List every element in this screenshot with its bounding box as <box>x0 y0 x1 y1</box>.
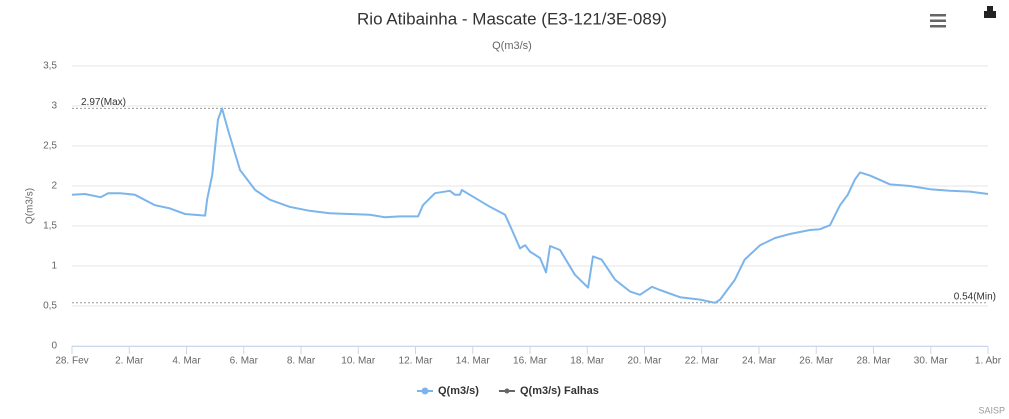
menu-bar <box>930 25 946 28</box>
legend-label: Q(m3/s) Falhas <box>520 385 599 397</box>
x-tick-label: 20. Mar <box>628 356 663 367</box>
x-tick-label: 26. Mar <box>799 356 834 367</box>
y-tick-label: 1,5 <box>43 221 57 232</box>
y-tick-label: 2,5 <box>43 141 57 152</box>
chart-subtitle: Q(m3/s) <box>492 40 532 52</box>
y-tick-label: 0 <box>51 341 57 352</box>
x-tick-label: 28. Mar <box>857 356 892 367</box>
menu-bar <box>930 19 946 22</box>
x-tick-label: 4. Mar <box>172 356 201 367</box>
x-tick-label: 2. Mar <box>115 356 144 367</box>
chart-title: Rio Atibainha - Mascate (E3-121/3E-089) <box>357 9 667 28</box>
y-tick-label: 0,5 <box>43 301 57 312</box>
menu-button[interactable] <box>930 14 946 28</box>
legend-item[interactable]: Q(m3/s) Falhas <box>498 385 599 397</box>
y-tick-label: 2 <box>51 181 57 192</box>
series-line <box>71 107 989 304</box>
y-tick-label: 3 <box>51 101 57 112</box>
x-tick-label: 1. Abr <box>975 356 1002 367</box>
legend-marker <box>504 388 510 394</box>
x-tick-label: 22. Mar <box>685 356 720 367</box>
plot-line-label: 0.54(Min) <box>954 291 996 302</box>
x-tick-label: 28. Fev <box>55 356 88 367</box>
print-icon <box>984 11 996 18</box>
y-tick-label: 1 <box>51 261 57 272</box>
x-tick-label: 30. Mar <box>914 356 949 367</box>
legend-label: Q(m3/s) <box>438 385 479 397</box>
credits: SAISP <box>978 405 1005 415</box>
x-tick-label: 12. Mar <box>399 356 434 367</box>
x-tick-label: 10. Mar <box>341 356 376 367</box>
x-tick-label: 24. Mar <box>742 356 777 367</box>
print-icon <box>987 6 993 11</box>
plot-line-label: 2.97(Max) <box>81 97 126 108</box>
x-tick-label: 8. Mar <box>287 356 316 367</box>
legend-item[interactable]: Q(m3/s) <box>417 385 479 397</box>
y-axis-title: Q(m3/s) <box>25 188 36 224</box>
y-tick-label: 3,5 <box>43 61 57 72</box>
x-tick-label: 14. Mar <box>456 356 491 367</box>
menu-bar <box>930 14 946 17</box>
x-tick-label: 6. Mar <box>230 356 259 367</box>
legend-marker <box>421 387 429 395</box>
x-tick-label: 18. Mar <box>570 356 605 367</box>
print-button[interactable] <box>984 6 996 18</box>
x-tick-label: 16. Mar <box>513 356 548 367</box>
